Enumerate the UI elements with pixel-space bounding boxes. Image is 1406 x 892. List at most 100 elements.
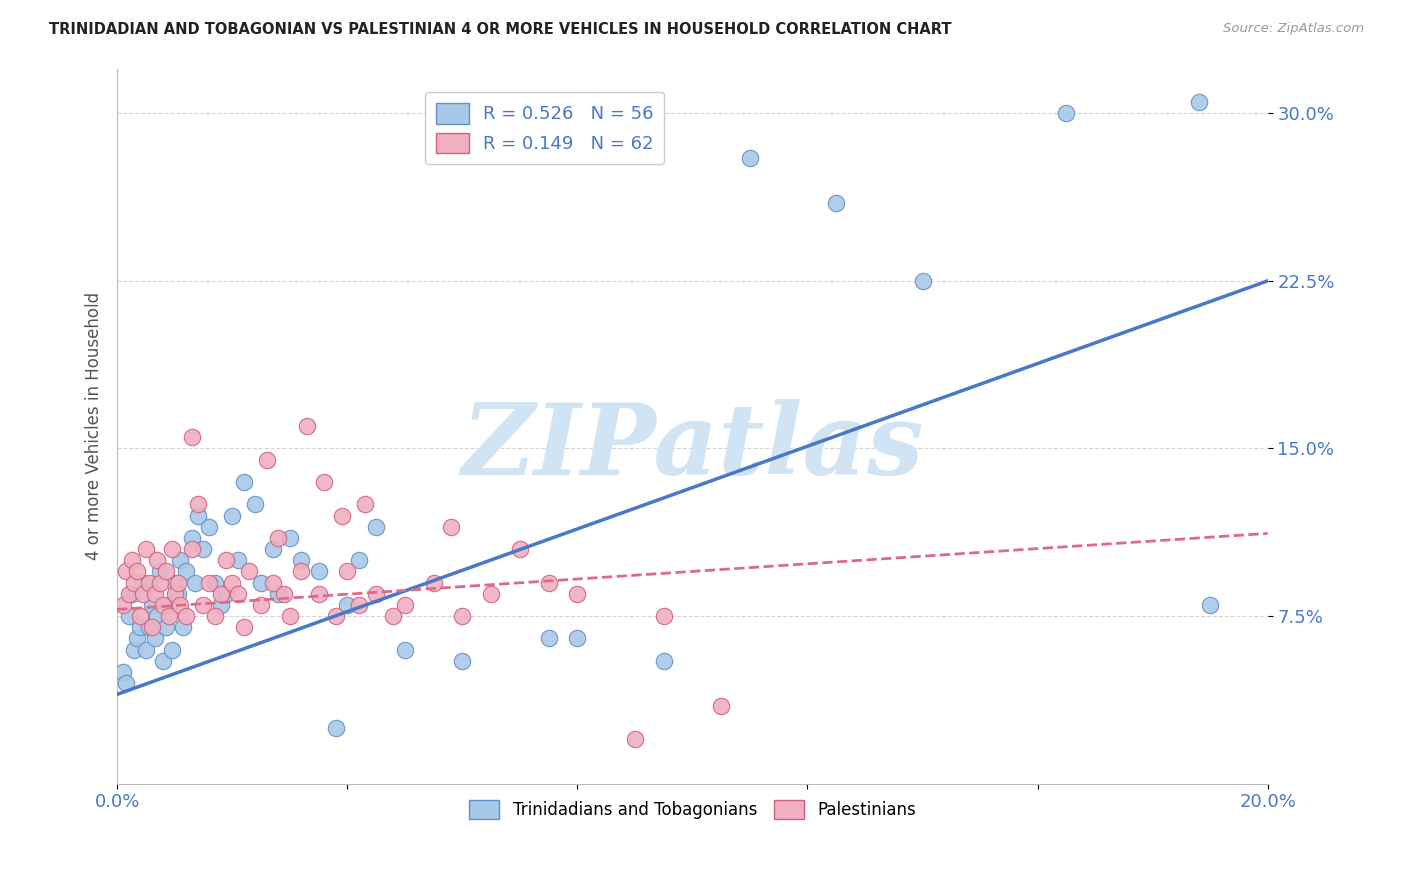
Point	[267, 587, 290, 601]
Point	[1054, 106, 1077, 120]
Point	[169, 598, 191, 612]
Point	[273, 587, 295, 601]
Point	[364, 519, 387, 533]
Point	[138, 620, 160, 634]
Point	[262, 575, 284, 590]
Point	[121, 553, 143, 567]
Point	[422, 575, 444, 590]
Point	[1199, 598, 1222, 612]
Text: ZIPatlas: ZIPatlas	[461, 400, 924, 496]
Point	[353, 497, 375, 511]
Point	[155, 565, 177, 579]
Point	[152, 598, 174, 612]
Point	[146, 553, 169, 567]
Point	[174, 609, 197, 624]
Point	[184, 575, 207, 590]
Point	[215, 553, 238, 567]
Point	[163, 587, 186, 601]
Point	[160, 542, 183, 557]
Point	[911, 274, 934, 288]
Point	[166, 575, 188, 590]
Point	[336, 565, 359, 579]
Point	[394, 642, 416, 657]
Point	[152, 654, 174, 668]
Point	[209, 587, 232, 601]
Point	[141, 598, 163, 612]
Point	[187, 508, 209, 523]
Point	[187, 497, 209, 511]
Point	[232, 475, 254, 489]
Y-axis label: 4 or more Vehicles in Household: 4 or more Vehicles in Household	[86, 292, 103, 560]
Point	[215, 587, 238, 601]
Point	[111, 665, 134, 679]
Point	[127, 632, 149, 646]
Point	[278, 531, 301, 545]
Point	[155, 620, 177, 634]
Point	[394, 598, 416, 612]
Point	[267, 531, 290, 545]
Point	[129, 609, 152, 624]
Point	[198, 575, 221, 590]
Point	[451, 609, 474, 624]
Point	[325, 721, 347, 735]
Point	[160, 642, 183, 657]
Point	[157, 609, 180, 624]
Point	[132, 575, 155, 590]
Point	[141, 620, 163, 634]
Point	[825, 195, 848, 210]
Point	[226, 587, 249, 601]
Point	[135, 642, 157, 657]
Point	[143, 632, 166, 646]
Point	[238, 565, 260, 579]
Point	[181, 542, 204, 557]
Point	[652, 654, 675, 668]
Point	[181, 531, 204, 545]
Point	[290, 565, 312, 579]
Point	[111, 598, 134, 612]
Point	[166, 587, 188, 601]
Point	[193, 598, 215, 612]
Point	[1188, 95, 1211, 109]
Point	[157, 598, 180, 612]
Point	[204, 609, 226, 624]
Point	[138, 575, 160, 590]
Point	[382, 609, 405, 624]
Point	[163, 575, 186, 590]
Point	[127, 565, 149, 579]
Point	[169, 553, 191, 567]
Point	[262, 542, 284, 557]
Point	[143, 587, 166, 601]
Point	[118, 587, 141, 601]
Point	[710, 698, 733, 713]
Point	[209, 598, 232, 612]
Point	[347, 598, 370, 612]
Point	[174, 565, 197, 579]
Point	[124, 575, 146, 590]
Point	[278, 609, 301, 624]
Point	[118, 609, 141, 624]
Text: Source: ZipAtlas.com: Source: ZipAtlas.com	[1223, 22, 1364, 36]
Point	[146, 609, 169, 624]
Text: TRINIDADIAN AND TOBAGONIAN VS PALESTINIAN 4 OR MORE VEHICLES IN HOUSEHOLD CORREL: TRINIDADIAN AND TOBAGONIAN VS PALESTINIA…	[49, 22, 952, 37]
Point	[129, 620, 152, 634]
Point	[624, 732, 647, 747]
Point	[308, 587, 330, 601]
Point	[132, 587, 155, 601]
Point	[198, 519, 221, 533]
Point	[221, 508, 243, 523]
Point	[250, 575, 273, 590]
Point	[440, 519, 463, 533]
Point	[250, 598, 273, 612]
Point	[314, 475, 336, 489]
Legend: Trinidadians and Tobagonians, Palestinians: Trinidadians and Tobagonians, Palestinia…	[463, 793, 922, 825]
Point	[114, 565, 136, 579]
Point	[652, 609, 675, 624]
Point	[221, 575, 243, 590]
Point	[537, 575, 560, 590]
Point	[295, 419, 318, 434]
Point	[149, 575, 172, 590]
Point	[193, 542, 215, 557]
Point	[114, 676, 136, 690]
Point	[336, 598, 359, 612]
Point	[226, 553, 249, 567]
